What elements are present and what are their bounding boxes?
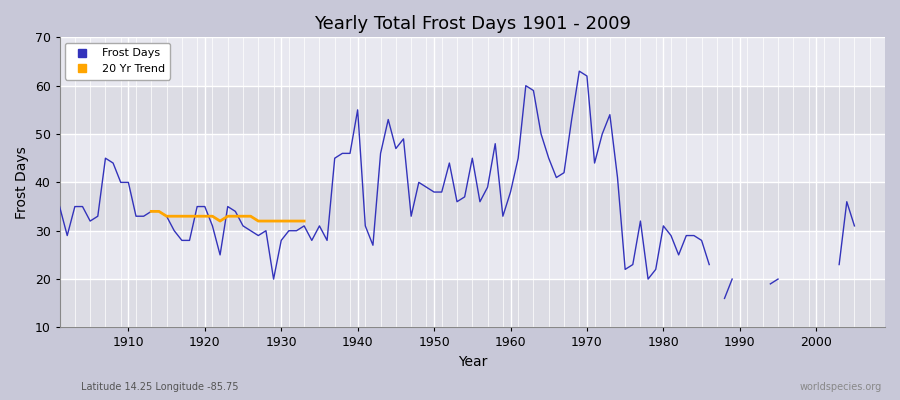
Text: Latitude 14.25 Longitude -85.75: Latitude 14.25 Longitude -85.75	[81, 382, 239, 392]
Text: worldspecies.org: worldspecies.org	[800, 382, 882, 392]
Bar	[59, 182, 885, 231]
X-axis label: Year: Year	[457, 355, 487, 369]
Title: Yearly Total Frost Days 1901 - 2009: Yearly Total Frost Days 1901 - 2009	[314, 15, 631, 33]
Bar	[59, 37, 885, 86]
Bar	[59, 231, 885, 279]
Y-axis label: Frost Days: Frost Days	[15, 146, 29, 219]
Bar	[59, 279, 885, 328]
Legend: Frost Days, 20 Yr Trend: Frost Days, 20 Yr Trend	[65, 43, 170, 80]
Bar	[59, 86, 885, 134]
Bar	[59, 134, 885, 182]
